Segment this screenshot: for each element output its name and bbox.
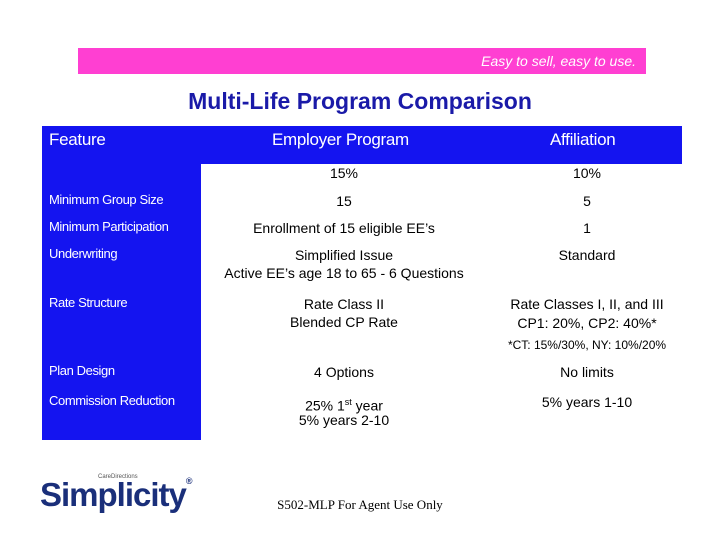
employer-rate-line1: Rate Class II [303, 296, 385, 312]
tagline-banner: Easy to sell, easy to use. [78, 48, 646, 74]
employer-plan-design: 4 Options [314, 364, 374, 380]
table-header-bar [42, 126, 682, 164]
header-feature: Feature [49, 130, 106, 149]
row-label-plan-design: Plan Design [49, 363, 115, 378]
logo-subtext: CareDirections [98, 474, 138, 480]
employer-participation: Enrollment of 15 eligible EE’s [253, 220, 435, 236]
row-label-rate-structure: Rate Structure [49, 295, 128, 310]
feature-label-column [42, 164, 201, 440]
commission-first-year-value: 25% 1 [305, 397, 345, 414]
employer-underwriting-line2: Active EE’s age 18 to 65 - 6 Questions [224, 265, 464, 281]
affiliation-underwriting: Standard [558, 247, 616, 263]
affiliation-rate-line1: Rate Classes I, II, and III [510, 296, 664, 312]
affiliation-plan-design: No limits [560, 364, 614, 380]
row-label-minimum-participation: Minimum Participation [49, 219, 169, 234]
ordinal-suffix: st [344, 397, 352, 407]
employer-commission-line1: 25% 1st year [201, 393, 487, 415]
affiliation-rate-footnote: *CT: 15%/30%, NY: 10%/20% [507, 338, 667, 352]
affiliation-participation: 1 [583, 220, 591, 236]
footer-text: S502-MLP For Agent Use Only [277, 497, 443, 512]
affiliation-rate-line2: CP1: 20%, CP2: 40%* [517, 315, 657, 331]
row-label-minimum-group-size: Minimum Group Size [49, 192, 164, 207]
tagline-text: Easy to sell, easy to use. [481, 53, 636, 69]
employer-group-size: 15 [336, 193, 352, 209]
registered-mark: ® [185, 476, 193, 486]
logo-word-text: Simplicity [40, 476, 187, 513]
header-employer-program: Employer Program [272, 130, 409, 149]
row-label-commission-reduction: Commission Reduction [49, 393, 175, 408]
employer-discount: 15% [329, 165, 359, 181]
logo-wordmark: Simplicity® [40, 476, 192, 514]
header-affiliation: Affiliation [550, 130, 616, 149]
page-title: Multi-Life Program Comparison [188, 88, 532, 114]
commission-year-word: year [351, 397, 383, 414]
employer-underwriting-line1: Simplified Issue [294, 247, 394, 263]
affiliation-discount: 10% [572, 165, 602, 181]
row-label-underwriting: Underwriting [49, 246, 118, 261]
employer-commission-line2: 5% years 2-10 [298, 412, 390, 428]
affiliation-commission: 5% years 1-10 [541, 394, 633, 410]
affiliation-group-size: 5 [583, 193, 591, 209]
employer-rate-line2: Blended CP Rate [290, 314, 398, 330]
simplicity-logo: CareDirections Simplicity® [40, 472, 192, 513]
